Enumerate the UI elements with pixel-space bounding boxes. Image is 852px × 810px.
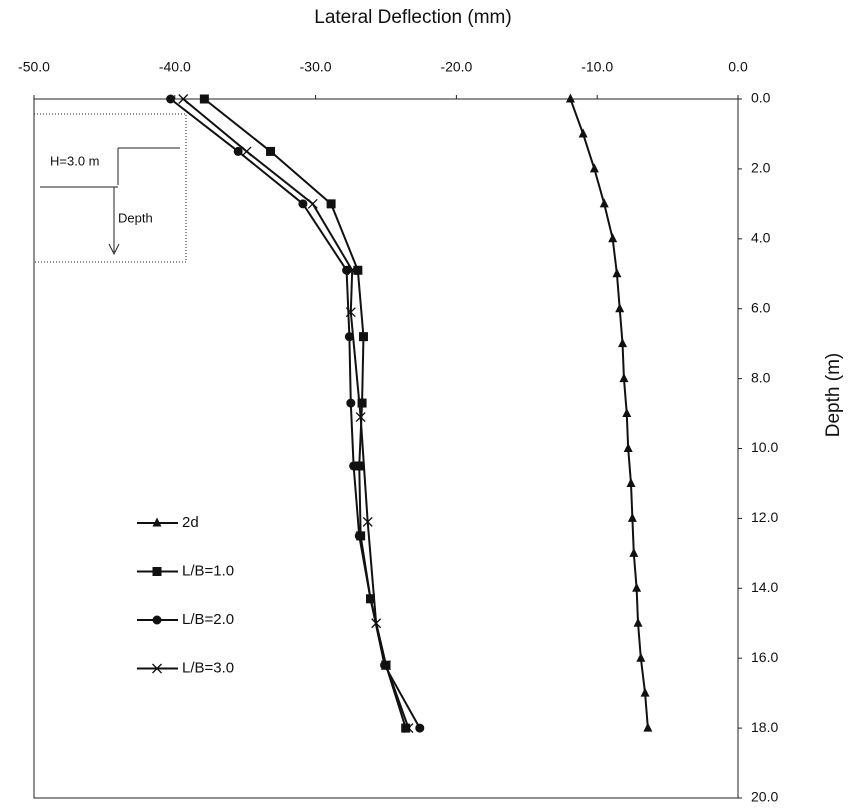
legend-label: L/B=2.0 xyxy=(182,611,234,628)
marker xyxy=(241,146,252,157)
legend-label: L/B=3.0 xyxy=(182,659,234,676)
marker xyxy=(307,198,318,209)
series-line xyxy=(182,98,410,729)
marker xyxy=(354,531,364,541)
inset-diagram: H=3.0 m Depth xyxy=(33,113,187,263)
marker xyxy=(615,303,625,313)
series-line xyxy=(203,98,407,729)
y-tick-label: 10.0 xyxy=(751,439,778,455)
marker xyxy=(199,94,209,104)
legend-marker xyxy=(152,517,162,527)
marker xyxy=(633,617,643,627)
inset-label: H=3.0 m xyxy=(50,153,100,168)
y-axis-label: Depth (m) xyxy=(823,353,844,437)
marker xyxy=(362,516,373,527)
y-tick-label: 6.0 xyxy=(751,299,771,315)
y-tick-label: 16.0 xyxy=(751,649,778,665)
marker xyxy=(357,398,367,408)
y-tick-label: 4.0 xyxy=(751,230,771,246)
marker xyxy=(371,618,382,629)
marker xyxy=(623,443,633,452)
marker xyxy=(342,265,352,275)
marker xyxy=(403,723,414,734)
marker xyxy=(344,332,354,342)
y-tick-label: 8.0 xyxy=(751,369,771,385)
marker xyxy=(401,723,411,733)
marker xyxy=(599,198,609,208)
y-tick-label: 12.0 xyxy=(751,509,778,525)
marker xyxy=(415,723,425,733)
y-tick-label: 14.0 xyxy=(751,579,778,595)
marker xyxy=(366,594,376,604)
marker xyxy=(643,722,653,732)
series-line xyxy=(169,98,421,729)
marker xyxy=(266,146,276,156)
inset-label: Depth xyxy=(118,210,153,225)
legend-label: L/B=1.0 xyxy=(182,562,234,579)
marker xyxy=(632,582,642,592)
marker xyxy=(347,265,358,276)
marker xyxy=(636,652,646,662)
y-tick-label: 20.0 xyxy=(751,789,778,805)
marker xyxy=(233,146,243,156)
chart-title: Lateral Deflection (mm) xyxy=(314,7,511,28)
x-tick-label: -20.0 xyxy=(440,59,472,75)
marker xyxy=(589,163,599,173)
inset-arrowhead xyxy=(108,243,120,256)
y-tick-label: 18.0 xyxy=(751,719,778,735)
x-tick-label: -30.0 xyxy=(300,59,332,75)
marker xyxy=(349,461,359,471)
marker xyxy=(578,128,588,138)
marker xyxy=(354,461,364,471)
marker xyxy=(355,412,366,423)
marker xyxy=(629,547,639,557)
y-tick-label: 0.0 xyxy=(751,90,771,106)
marker xyxy=(381,660,391,671)
marker xyxy=(346,398,356,408)
marker xyxy=(298,199,308,209)
marker xyxy=(626,477,636,487)
marker xyxy=(178,94,189,104)
marker xyxy=(619,373,629,383)
marker xyxy=(353,265,363,275)
legend-marker xyxy=(152,615,162,625)
marker xyxy=(627,512,637,522)
marker xyxy=(612,268,622,278)
legend-marker xyxy=(152,567,162,576)
marker xyxy=(608,233,618,243)
marker xyxy=(640,687,650,697)
inset-frame xyxy=(33,113,187,263)
marker xyxy=(618,338,628,348)
marker xyxy=(326,199,336,209)
marker xyxy=(358,332,368,342)
x-tick-label: -50.0 xyxy=(18,59,50,75)
legend-marker xyxy=(152,663,162,674)
marker xyxy=(622,408,632,418)
x-tick-label: -10.0 xyxy=(581,59,613,75)
x-tick-label: 0.0 xyxy=(728,59,748,75)
y-tick-label: 2.0 xyxy=(751,160,771,176)
marker xyxy=(565,93,575,103)
x-tick-label: -40.0 xyxy=(159,59,191,75)
marker xyxy=(166,94,176,104)
legend-label: 2d xyxy=(182,514,199,531)
marker xyxy=(345,307,356,318)
plot-area xyxy=(33,98,739,799)
series-line xyxy=(569,98,649,729)
